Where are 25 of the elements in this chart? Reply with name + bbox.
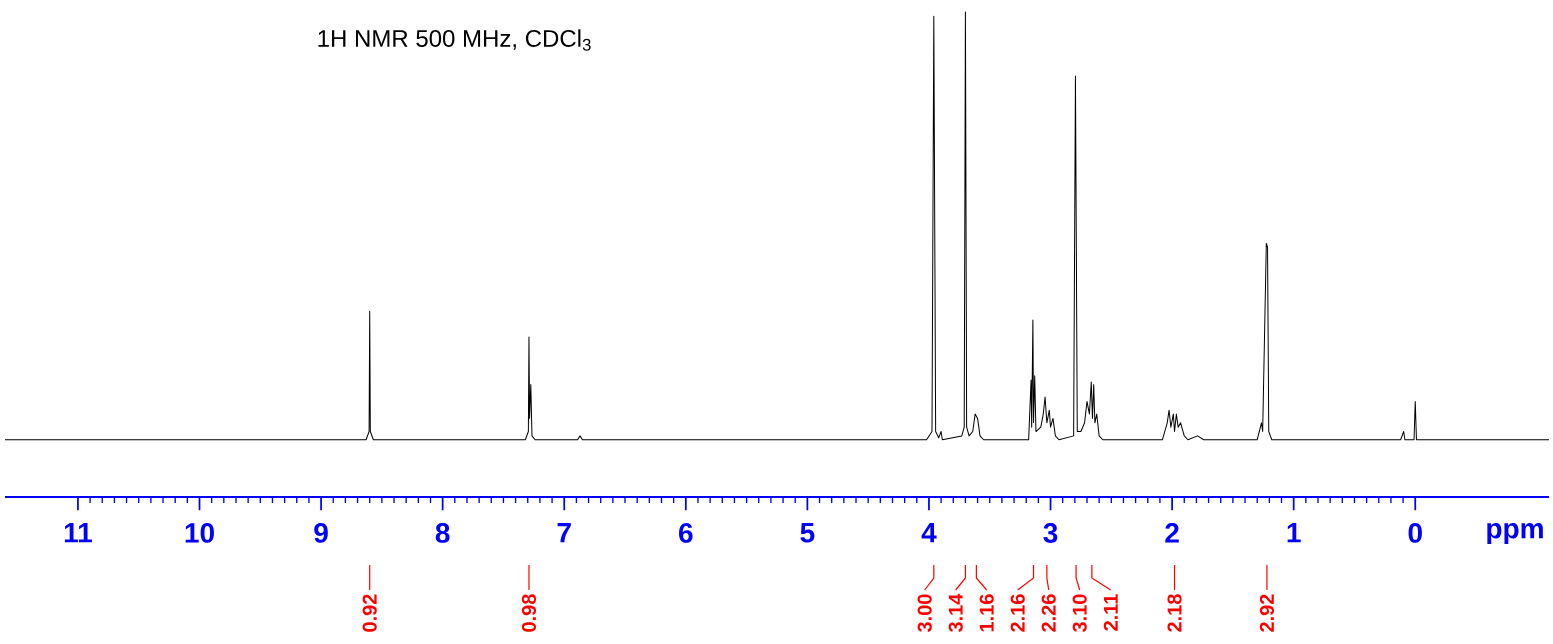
annotation: 2.18 <box>1167 594 1182 632</box>
text: 1H NMR 500 MHz, CDCl$_{3}$ <box>318 29 591 51</box>
x-tick-label: 8 <box>435 523 450 543</box>
annotation: 0.92 <box>362 594 377 632</box>
x-tick-label: 5 <box>800 523 815 543</box>
annotation: 1.16 <box>979 594 994 632</box>
x-tick-label: 9 <box>314 523 328 543</box>
x-axis-title: ppm <box>1487 523 1543 544</box>
annotation: 2.11 <box>1103 594 1118 631</box>
x-tick-label: 4 <box>921 523 937 543</box>
x-tick-label: 11 <box>64 523 92 543</box>
x-tick-label: 3 <box>1043 523 1058 543</box>
x-tick-label: 7 <box>557 523 571 543</box>
x-tick-label: 10 <box>185 523 214 543</box>
x-tick-label: 1 <box>1287 523 1301 543</box>
annotation: 3.00 <box>917 594 932 633</box>
annotation: 2.16 <box>1010 594 1025 632</box>
x-tick-label: 2 <box>1165 523 1179 543</box>
x-tick-label: 0 <box>1408 523 1422 543</box>
annotation: 3.14 <box>948 593 963 633</box>
annotation: 2.26 <box>1041 594 1056 632</box>
annotation: 0.98 <box>521 594 537 632</box>
x-tick-label: 6 <box>679 523 693 543</box>
annotation: 3.10 <box>1072 594 1087 633</box>
annotation: 2.92 <box>1259 594 1274 632</box>
